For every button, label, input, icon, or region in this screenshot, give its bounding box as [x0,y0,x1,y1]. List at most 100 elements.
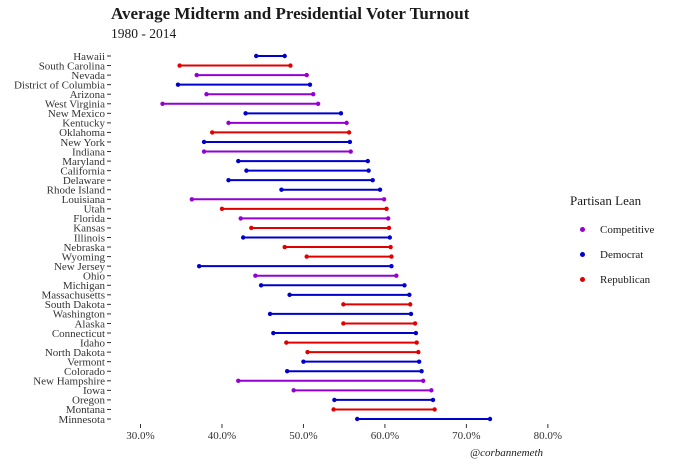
y-tick-label: Kentucky [62,118,105,130]
dumbbell-row: Vermont [67,356,422,368]
dumbbell-point-low [236,378,241,383]
dumbbell-row: New York [60,137,353,149]
dumbbell-point-low [282,244,287,250]
dumbbell-point-low [304,254,309,259]
y-tick-label: Florida [73,213,105,225]
dumbbell-point-low [236,158,241,164]
dumbbell-row: Arizona [70,89,316,101]
dumbbell-point-high [377,187,383,192]
legend-item: Competitive [570,217,654,242]
y-tick-label: District of Columbia [14,79,105,91]
dumbbell-point-high [389,254,394,259]
y-tick-label: South Dakota [45,299,105,311]
legend-label: Republican [600,273,651,286]
dumbbell-point-high [386,225,392,231]
dumbbell-point-low [194,72,199,78]
dumbbell-point-high [421,378,426,383]
legend-swatch [580,252,585,257]
dumbbell-point-high [311,92,316,97]
legend-label: Democrat [600,248,644,261]
dumbbell-point-high [407,302,413,307]
dumbbell-point-low [204,92,209,97]
dumbbell-point-high [344,120,349,126]
dumbbell-point-low [271,330,276,336]
y-tick-label: Rhode Island [47,185,106,197]
y-tick-label: Oklahoma [59,127,105,139]
dumbbell-point-low [226,120,231,126]
dumbbell-point-low [332,397,337,403]
y-tick-label: South Carolina [39,60,105,72]
dumbbell-row: Montana [66,404,437,416]
dumbbell-row: Oregon [72,395,436,407]
dumbbell-point-high [338,111,344,116]
dumbbell-point-high [347,139,353,145]
dumbbell-point-low [196,263,202,269]
y-tick-label: Massachusetts [41,290,105,302]
dumbbell-row: South Dakota [45,299,413,311]
x-tick-label: 80.0% [534,430,562,442]
y-tick-label: New Hampshire [33,376,105,388]
dumbbell-row: Wyoming [62,251,394,263]
legend: Partisan Lean Competitive Democrat Republi… [570,193,654,292]
legend-label: Competitive [600,223,655,236]
x-tick-label: 40.0% [208,430,236,442]
dumbbell-row: Utah [84,204,389,216]
dumbbell-point-low [160,101,165,106]
x-tick-label: 70.0% [452,430,480,442]
dumbbell-point-low [175,82,181,87]
dumbbell-point-low [287,292,292,298]
y-tick-label: California [60,165,105,177]
dumbbell-point-low [238,216,243,221]
dumbbell-point-high [389,263,394,269]
y-tick-label: New Jersey [54,261,106,273]
legend-item: Democrat [570,242,654,267]
dumbbell-row: West Virginia [45,99,321,111]
dumbbell-row: Florida [73,213,391,225]
dumbbell-point-low [355,416,360,422]
dumbbell-point-high [429,388,434,393]
dumbbell-row: Connecticut [52,328,419,340]
dumbbell-point-low [341,302,346,307]
y-tick-label: Vermont [67,356,105,368]
legend-swatch [580,227,585,232]
dumbbell-row: Louisiana [62,194,387,206]
dumbbell-point-high [412,321,418,326]
dumbbell-point-high [307,82,313,87]
y-tick-label: Arizona [70,89,106,101]
dumbbell-point-low [258,283,264,288]
dumbbell-point-high [381,197,387,202]
y-tick-label: Kansas [73,223,105,235]
y-tick-label: Hawaii [73,51,105,63]
dumbbell-point-high [315,101,321,106]
dumbbell-row: Rhode Island [47,185,383,197]
dumbbell-row: North Dakota [45,347,421,359]
legend-swatch [580,277,585,282]
dumbbell-point-high [385,216,391,221]
dumbbell-point-low [249,225,254,231]
y-tick-label: Delaware [63,175,105,187]
dumbbell-row: New Mexico [48,108,344,120]
dumbbell-point-high [365,158,371,164]
dumbbell-point-low [253,53,259,59]
dumbbell-row: New Hampshire [33,376,426,388]
dumbbell-point-low [201,149,207,154]
y-tick-label: Louisiana [62,194,105,206]
y-tick-label: Oregon [72,395,105,407]
chart-title: Average Midterm and Presidential Voter T… [111,4,470,23]
dumbbell-point-high [416,359,422,364]
dumbbell-row: Alaska [74,318,418,330]
dumbbell-point-high [282,53,287,59]
legend-item: Republican [570,267,654,292]
y-tick-label: Illinois [74,232,105,244]
dumbbell-row: Nevada [71,70,309,82]
dumbbell-point-low [244,168,249,173]
dumbbell-point-high [407,292,412,298]
y-tick-label: Alaska [74,318,105,330]
dumbbell-point-low [210,130,215,135]
dumbbell-point-low [243,111,248,116]
dumbbell-row: Illinois [74,232,393,244]
dumbbell-row: Ohio [83,271,399,283]
x-tick-label: 50.0% [289,430,317,442]
y-tick-label: Michigan [63,280,106,292]
